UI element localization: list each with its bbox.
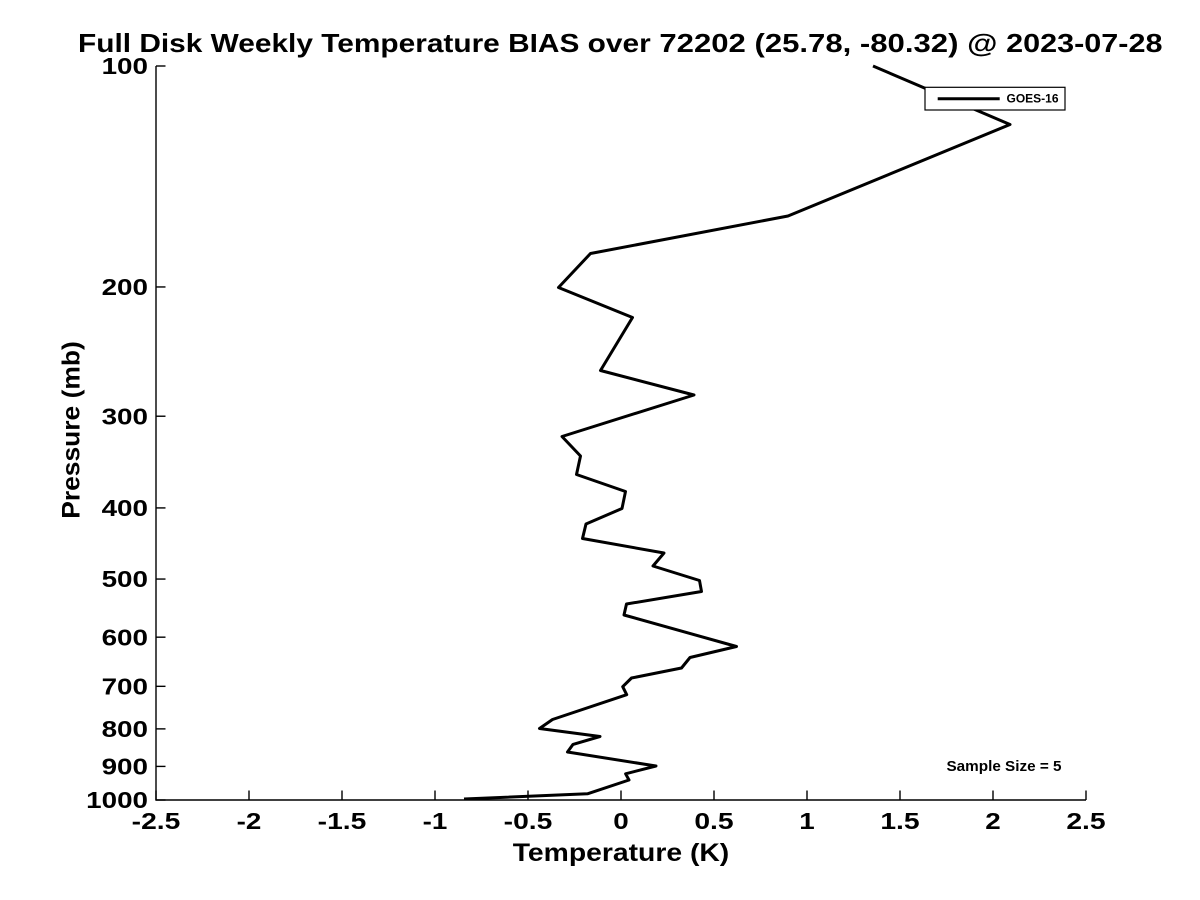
svg-text:Full Disk Weekly Temperature B: Full Disk Weekly Temperature BIAS over [78,28,651,58]
svg-text:Temperature (K): Temperature (K) [513,840,730,867]
svg-text:72202 (25.78, -80.32) @: 72202 (25.78, -80.32) @ [659,28,997,58]
svg-text:1.5: 1.5 [880,808,919,834]
svg-text:-2.5: -2.5 [132,808,181,834]
svg-text:-1.5: -1.5 [318,808,367,834]
svg-text:-2: -2 [237,808,262,834]
svg-text:0: 0 [613,808,628,834]
svg-text:Sample Size = 5: Sample Size = 5 [947,759,1062,775]
svg-text:1000: 1000 [86,787,148,813]
svg-text:-1: -1 [423,808,448,834]
svg-text:600: 600 [102,624,148,650]
svg-text:100: 100 [102,53,148,79]
svg-text:900: 900 [102,754,148,780]
svg-text:2: 2 [985,808,1000,834]
svg-text:500: 500 [102,566,148,592]
svg-text:800: 800 [102,716,148,742]
svg-text:400: 400 [102,495,148,521]
svg-text:2023-07-28: 2023-07-28 [1006,28,1162,58]
svg-text:2.5: 2.5 [1066,808,1105,834]
svg-text:1: 1 [799,808,815,834]
svg-text:700: 700 [102,673,148,699]
svg-text:200: 200 [102,274,148,300]
svg-text:Pressure (mb): Pressure (mb) [59,341,86,519]
svg-text:300: 300 [102,403,148,429]
svg-text:GOES-16: GOES-16 [1007,93,1060,106]
svg-text:-0.5: -0.5 [504,808,553,834]
svg-text:0.5: 0.5 [694,808,733,834]
